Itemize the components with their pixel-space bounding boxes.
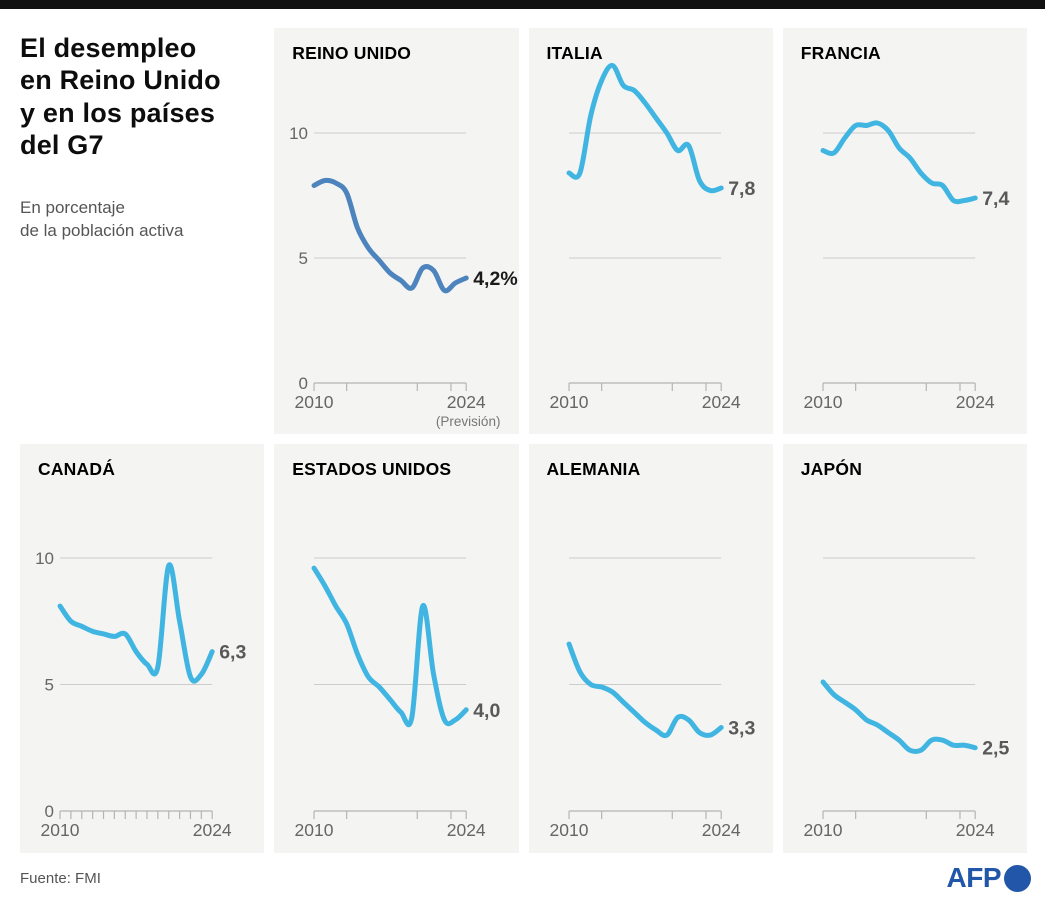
trend-line [57, 562, 215, 684]
chart-italia: 2010 2024 7,8 [549, 63, 755, 412]
chart-estados-unidos: 2010 2024 4,0 [295, 557, 501, 840]
page-subtitle: En porcentaje de la población activa [20, 197, 184, 241]
value-label: 3,3 [728, 718, 755, 740]
chart-panel-italia: ITALIA 2010 2024 7,8 [528, 28, 773, 434]
value-label: 4,2% [473, 268, 517, 290]
y-axis-label: 10 [289, 124, 308, 143]
y-axis-label: 10 [35, 549, 54, 568]
chart-panel-francia: FRANCIA 2010 2024 7,4 [782, 28, 1027, 434]
x-axis-label: 2024 [701, 820, 740, 840]
chart-title: JAPÓN [800, 459, 863, 479]
x-axis-note: (Previsión) [436, 414, 501, 429]
trend-line [820, 679, 978, 755]
chart-panel-estados-unidos: ESTADOS UNIDOS 2010 2024 4,0 [274, 444, 519, 853]
page-title: El desempleo en Reino Unido y en los paí… [20, 33, 221, 161]
chart-title: ITALIA [546, 43, 603, 63]
x-axis-label: 2010 [803, 392, 842, 412]
x-axis-label: 2024 [701, 392, 740, 412]
afp-logo-text: AFP [946, 862, 1002, 893]
value-label: 7,4 [982, 188, 1009, 210]
x-axis-label: 2010 [41, 820, 80, 840]
value-label: 6,3 [219, 642, 246, 664]
x-axis-label: 2010 [549, 820, 588, 840]
charts-grid: El desempleo en Reino Unido y en los paí… [0, 28, 1045, 853]
trend-line [820, 120, 978, 205]
chart-title: REINO UNIDO [292, 43, 412, 63]
x-axis-label: 2024 [447, 392, 486, 412]
x-axis-label: 2010 [803, 820, 842, 840]
y-axis-label: 0 [45, 802, 54, 821]
trend-line [311, 177, 469, 294]
trend-line [566, 63, 724, 194]
x-axis-label: 2024 [447, 820, 486, 840]
y-axis-label: 5 [299, 249, 308, 268]
footer: Fuente: FMI AFP [0, 859, 1045, 897]
chart-title: ALEMANIA [546, 459, 641, 479]
x-axis-label: 2024 [955, 820, 994, 840]
x-axis-label: 2010 [295, 820, 334, 840]
x-axis-label: 2010 [295, 392, 334, 412]
chart-title: FRANCIA [800, 43, 881, 63]
afp-logo: AFP [946, 862, 1031, 894]
x-axis-label: 2024 [955, 392, 994, 412]
source-credit: Fuente: FMI [20, 869, 101, 887]
trend-line [566, 641, 724, 739]
value-label: 4,0 [473, 700, 500, 722]
chart-panel-reino-unido: REINO UNIDO 10 5 0 2010 2024 (Previsión) 4,2% [274, 28, 519, 434]
top-black-bar [0, 0, 1045, 9]
y-axis-label: 0 [299, 374, 308, 393]
chart-panel-alemania: ALEMANIA 2010 2024 3,3 [528, 444, 773, 853]
chart-title: CANADÁ [38, 459, 116, 479]
chart-panel-japon: JAPÓN 2010 2024 2,5 [782, 444, 1027, 853]
trend-line [311, 565, 469, 727]
value-label: 2,5 [982, 738, 1009, 760]
y-axis-label: 5 [45, 676, 54, 695]
chart-title: ESTADOS UNIDOS [292, 459, 452, 479]
value-label: 7,8 [728, 178, 755, 200]
afp-logo-circle-icon [1004, 864, 1031, 892]
x-axis-label: 2010 [549, 392, 588, 412]
chart-japon: 2010 2024 2,5 [803, 557, 1009, 840]
title-block: El desempleo en Reino Unido y en los paí… [20, 28, 264, 434]
chart-alemania: 2010 2024 3,3 [549, 557, 755, 840]
x-axis-label: 2024 [193, 820, 232, 840]
chart-francia: 2010 2024 7,4 [803, 120, 1009, 412]
chart-panel-canada: CANADÁ 10 5 0 2010 2024 6,3 [20, 444, 265, 853]
